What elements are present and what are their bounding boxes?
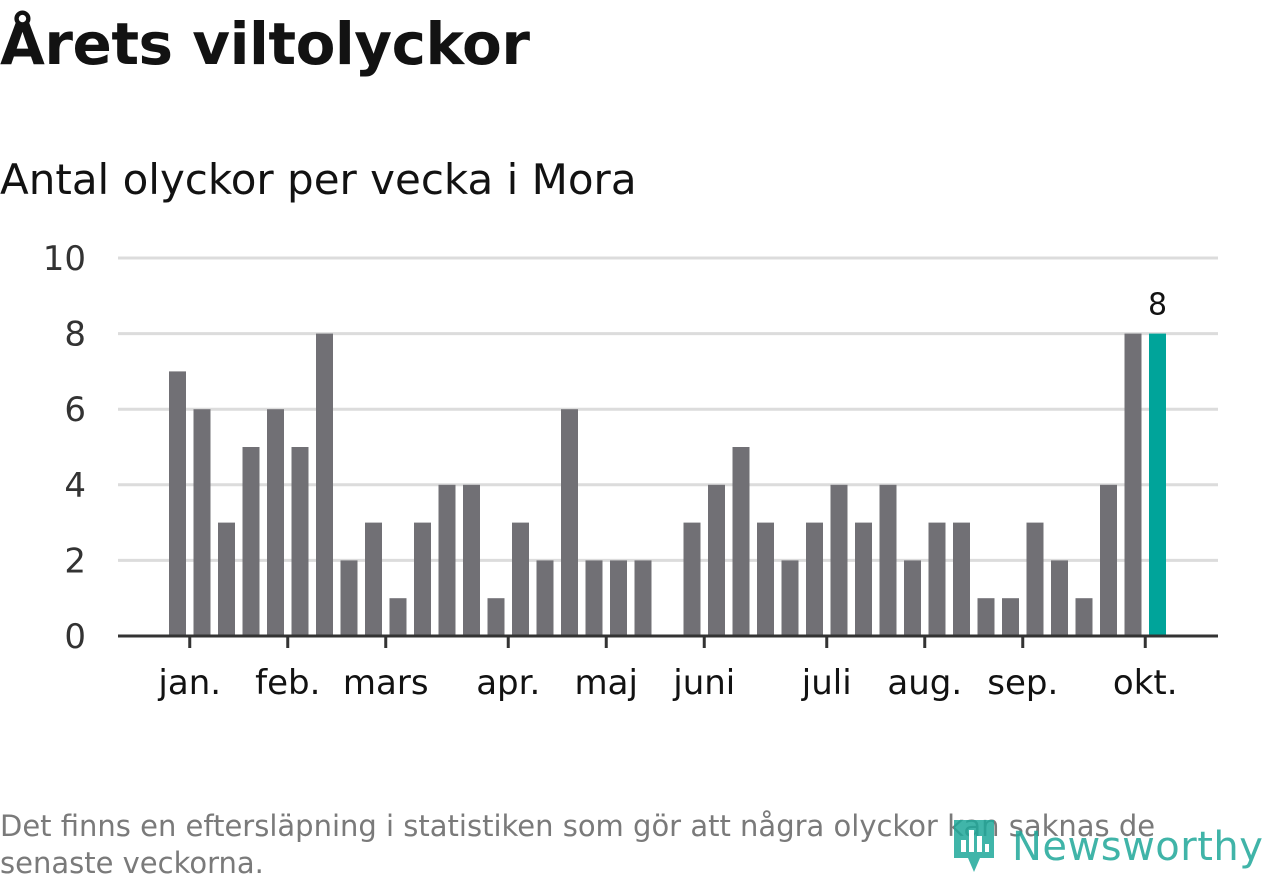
data-label: 8 (1148, 288, 1167, 323)
x-tick-label: juli (801, 663, 852, 703)
bar (904, 560, 921, 636)
x-tick-label: apr. (476, 663, 540, 703)
bar (316, 333, 333, 636)
y-tick-label: 2 (64, 541, 86, 581)
y-tick-label: 4 (64, 466, 86, 506)
bar (1026, 522, 1044, 636)
chart-subtitle: Antal olyckor per vecka i Mora (0, 155, 637, 204)
bar (512, 522, 529, 636)
data-labels: 8 (1148, 288, 1167, 323)
bar (218, 522, 235, 636)
bar (1100, 484, 1117, 636)
y-tick-label: 10 (43, 239, 86, 279)
bar (340, 560, 358, 636)
chart-title: Årets viltolyckor (0, 10, 530, 78)
y-tick-label: 6 (64, 390, 86, 430)
bar (438, 484, 456, 636)
bar (781, 560, 799, 636)
bar (267, 409, 284, 636)
bar (855, 522, 872, 636)
bar (585, 560, 603, 636)
bar (1002, 598, 1019, 636)
x-tick-label: mars (343, 663, 429, 703)
x-tick-label: maj (575, 663, 638, 703)
newsworthy-logo: Newsworthy (950, 815, 1262, 879)
x-tick-label: juni (672, 663, 735, 703)
bar (806, 522, 823, 636)
x-tick-label: sep. (987, 663, 1058, 703)
bar (536, 560, 554, 636)
y-tick-label: 8 (64, 315, 86, 355)
bar (389, 598, 407, 636)
x-tick-label: jan. (157, 663, 221, 703)
bars (169, 333, 1166, 636)
bar (414, 522, 431, 636)
bar (953, 522, 970, 636)
bar (242, 447, 260, 636)
bar (757, 522, 774, 636)
y-axis-ticks: 0 2 4 6 8 10 (43, 239, 86, 657)
bar (1075, 598, 1093, 636)
bar (1051, 560, 1068, 636)
y-tick-label: 0 (64, 617, 86, 657)
bar-chart: 0 2 4 6 8 10 jan. feb. mars apr. maj juni juli aug. s… (43, 239, 1218, 703)
bar (463, 484, 480, 636)
newsworthy-logo-icon (954, 820, 994, 872)
bar (193, 409, 211, 636)
bar (830, 484, 848, 636)
x-tick-label: okt. (1113, 663, 1178, 703)
bar (487, 598, 505, 636)
bar (928, 522, 946, 636)
bar (291, 447, 309, 636)
bar (610, 560, 627, 636)
bar (561, 409, 578, 636)
bar (879, 484, 897, 636)
bar (708, 484, 725, 636)
bar (977, 598, 995, 636)
x-tick-label: feb. (255, 663, 320, 703)
bar-highlight (1149, 333, 1166, 636)
x-axis-ticks: jan. feb. mars apr. maj juni juli aug. sep. okt. (157, 636, 1178, 703)
bar (683, 522, 701, 636)
bar (169, 371, 186, 636)
bar (365, 522, 382, 636)
bar (1124, 333, 1142, 636)
bar (634, 560, 652, 636)
newsworthy-logo-text: Newsworthy (1012, 824, 1262, 870)
x-tick-label: aug. (887, 663, 962, 703)
bar (732, 447, 750, 636)
